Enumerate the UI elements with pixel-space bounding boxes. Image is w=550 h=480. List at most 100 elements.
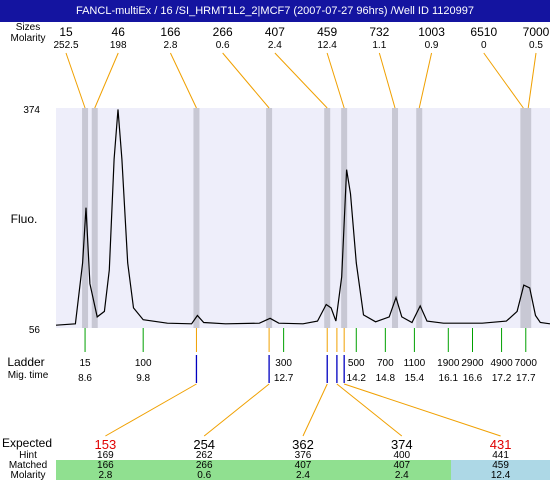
molarity-bottom-label: Molarity [10,470,46,480]
fluo-label: Fluo. [10,212,38,226]
ladder-mig-time-label: 14.2 [347,373,367,384]
molarity-cell: 2.8 [56,470,155,480]
peak-molarity-label: 2.8 [163,40,177,51]
ladder-size-label: 500 [348,358,365,369]
window-title: FANCL-multiEx / 16 /SI_HRMT1L2_2|MCF7 (2… [0,0,550,22]
match-connector [302,383,328,437]
peak-size-label: 6510 [470,25,497,39]
molarity-top-label: Molarity [10,33,46,44]
ladder-mig-time-label: 15.4 [405,373,425,384]
peak-connector [378,52,396,109]
molarity-cell: 12.4 [451,470,550,480]
peak-band [266,108,273,328]
peak-connector [65,52,86,109]
hint-row: 169 262 376 400 441 [0,450,550,461]
ladder-size-label: 1100 [404,358,426,369]
hint-cell: 262 [195,450,213,461]
matched-cell: 166 [56,460,155,471]
peak-band [91,108,98,328]
bottom-connectors [105,328,501,437]
peak-size-label: 166 [160,25,180,39]
matched-cell: 266 [154,460,254,471]
peak-molarity-label: 12.4 [317,40,337,51]
ladder-mig-time-label: 17.2 [492,373,512,384]
expected-cell: 153 [94,437,117,452]
peak-molarity-label: 1.1 [372,40,386,51]
matched-cell: 407 [253,460,353,471]
trace-layer [55,109,550,326]
peak-size-label: 459 [317,25,337,39]
ladder-ticks [84,328,527,383]
molarity-cell: 2.4 [253,470,353,480]
peak-size-label: 407 [265,25,285,39]
ladder-mig-time-label: 8.6 [78,373,92,384]
hint-label: Hint [19,450,37,461]
peak-connector [527,52,537,109]
match-connector [336,383,403,437]
ladder-size-label: 7000 [515,358,538,369]
peak-size-label: 732 [369,25,389,39]
match-connector [203,383,270,437]
peak-molarity-label: 0.9 [425,40,439,51]
peak-molarity-label: 198 [110,40,127,51]
expected-cell: 254 [193,437,216,452]
peak-connector [326,52,345,109]
peak-molarity-label: 0.6 [216,40,230,51]
ladder-size-label: 700 [377,358,394,369]
peak-connector [222,52,270,109]
peak-connector [418,52,433,109]
expected-cell: 374 [390,437,413,452]
axis-text: 15252.5461981662.82660.64072.445912.4732… [23,25,549,384]
ladder-size-label: 1900 [437,358,460,369]
peak-connector [483,52,524,109]
peak-molarity-label: 2.4 [268,40,282,51]
peak-band [324,108,331,328]
hint-cell: 376 [294,450,312,461]
plot-area [56,108,550,328]
peak-bands [56,108,550,328]
ladder-size-label: 2900 [461,358,484,369]
expected-cell: 431 [489,437,512,452]
top-connectors [65,52,537,109]
ladder-size-label: 4900 [490,358,513,369]
hint-cell: 400 [393,450,411,461]
ladder-mig-time-label: 9.8 [136,373,150,384]
ladder-mig-time-label: 12.7 [274,373,294,384]
y-tick-label: 56 [29,325,41,336]
matched-cell: 407 [352,460,452,471]
molarity-cell: 2.4 [352,470,452,480]
hint-cell: 441 [492,450,509,461]
matched-label: Matched [8,460,48,471]
peak-molarity-label: 0 [481,40,487,51]
y-tick-label: 374 [23,105,40,116]
expected-cell: 362 [292,437,314,452]
peak-size-label: 46 [112,25,126,39]
molarity-row: 2.8 0.6 2.4 2.4 12.4 [0,470,550,480]
matched-row: 166 266 407 407 459 [0,460,550,471]
mig-time-label: Mig. time [7,370,49,381]
peak-size-label: 1003 [418,25,445,39]
peak-band [392,108,399,328]
ladder-size-label: 300 [275,358,292,369]
ladder-mig-time-label: 16.1 [439,373,459,384]
fluorescence-trace [55,109,550,326]
expected-label: Expected [1,436,53,450]
match-connector [105,383,197,437]
ladder-size-label: 100 [135,358,152,369]
peak-size-label: 7000 [523,25,550,39]
peak-band [193,108,200,328]
peak-molarity-label: 252.5 [53,40,78,51]
peak-connector [274,52,328,109]
ladder-size-label: 15 [79,358,91,369]
matched-cell: 459 [451,460,550,471]
peak-size-label: 266 [213,25,233,39]
peak-band [520,108,527,328]
ladder-mig-time-label: 17.7 [516,373,536,384]
expected-row: 153 254 362 374 431 [0,437,550,452]
peak-size-label: 15 [59,25,73,39]
peak-band [525,108,532,328]
hint-cell: 169 [97,450,114,461]
ladder-mig-time-label: 14.8 [376,373,396,384]
